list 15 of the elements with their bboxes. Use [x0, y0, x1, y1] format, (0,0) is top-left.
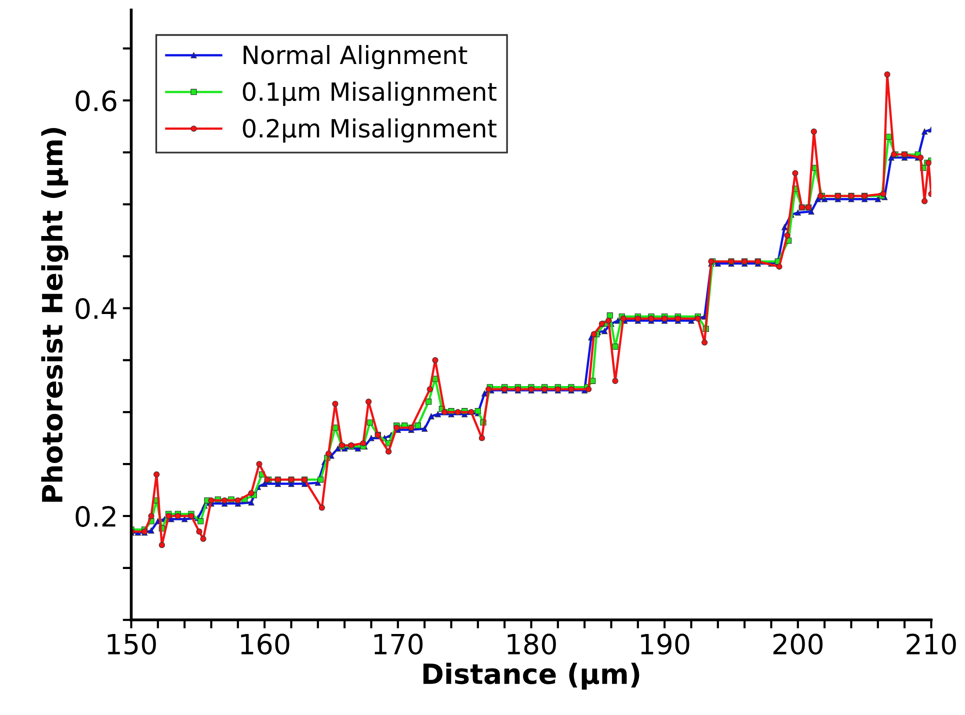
x-tick-label: 160: [241, 634, 290, 655]
y-tick-label: 0.4: [76, 298, 116, 320]
x-axis-title: Distance (µm): [423, 662, 640, 690]
x-tick-label: 210: [906, 634, 956, 655]
x-tick-label: 170: [374, 634, 423, 655]
y-tick-label: 0.2: [76, 506, 116, 527]
legend-label: 0.2µm Misalignment: [242, 118, 496, 143]
legend-label: Normal Alignment: [244, 45, 468, 70]
legend-label: 0.1µm Misalignment: [242, 82, 496, 106]
x-tick-label: 200: [773, 634, 823, 655]
x-tick-label: 190: [641, 634, 690, 655]
x-tick-label: 180: [508, 634, 556, 655]
y-tick-label: 0.6: [76, 90, 116, 112]
x-tick-label: 150: [108, 634, 156, 655]
y-axis-title: Photoresist Height (µm): [41, 128, 68, 502]
